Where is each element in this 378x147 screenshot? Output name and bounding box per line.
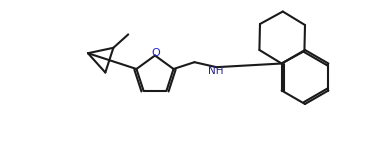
Text: O: O <box>152 47 160 57</box>
Text: NH: NH <box>208 66 223 76</box>
